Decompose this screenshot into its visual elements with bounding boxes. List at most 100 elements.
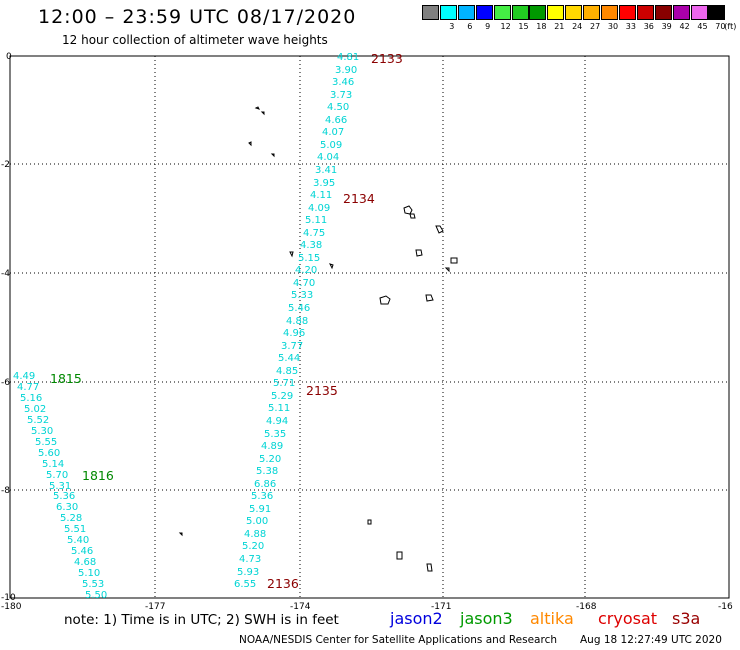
legend-swatch [583, 5, 601, 20]
swh-value: 4.70 [293, 278, 316, 289]
footer-note: note: 1) Time is in UTC; 2) SWH is in fe… [64, 612, 339, 628]
swh-value: 5.11 [305, 215, 328, 226]
island [425, 294, 434, 302]
swh-value: 5.02 [24, 404, 47, 415]
legend-label: 70 [715, 22, 726, 31]
swh-value: 4.07 [322, 127, 345, 138]
pass-time-label: 2135 [306, 383, 338, 398]
legend-label: 45 [697, 22, 708, 31]
swh-value: 4.11 [310, 190, 333, 201]
island [254, 106, 260, 110]
swh-value: 5.09 [320, 140, 343, 151]
island [396, 551, 403, 560]
pass-time-label: 2134 [343, 191, 375, 206]
swh-value: 5.30 [31, 426, 54, 437]
swh-value: 6.55 [234, 579, 257, 590]
swh-value: 5.38 [256, 466, 279, 477]
legend-swatch [475, 5, 493, 20]
swh-value: 5.15 [298, 253, 321, 264]
swh-value: 4.20 [295, 265, 318, 276]
swh-value: 5.10 [78, 568, 101, 579]
island [426, 563, 433, 572]
swh-value: 3.77 [281, 341, 304, 352]
generated-timestamp: Aug 18 12:27:49 UTC 2020 [580, 634, 722, 646]
swh-value: 4.85 [276, 366, 299, 377]
swh-value: 6.30 [56, 502, 79, 513]
swh-value: 5.00 [246, 516, 269, 527]
swh-value: 5.16 [20, 393, 43, 404]
credit-line: NOAA/NESDIS Center for Satellite Applica… [239, 634, 557, 646]
swh-value: 5.44 [278, 353, 301, 364]
swh-value: 5.71 [273, 378, 296, 389]
satellite-cryosat: cryosat [598, 609, 658, 628]
swh-value: 5.93 [237, 567, 260, 578]
legend-swatch [601, 5, 618, 20]
longitude-tick-label: -171 [431, 602, 452, 612]
island [409, 213, 416, 219]
legend-swatch [439, 5, 457, 20]
swh-value: 5.20 [259, 454, 282, 465]
island [379, 295, 391, 305]
longitude-tick-label: -16 [718, 602, 733, 612]
pass-time-label: 1816 [82, 468, 114, 483]
swh-value: 5.53 [82, 579, 105, 590]
legend-swatch [708, 5, 726, 20]
island-outlines [178, 106, 458, 572]
swh-value: 3.95 [313, 178, 336, 189]
longitude-tick-label: -168 [576, 602, 597, 612]
island [248, 141, 252, 147]
island [444, 267, 450, 273]
island [435, 225, 444, 234]
legend-label: 9 [485, 22, 491, 31]
legend-label: 39 [661, 22, 672, 31]
satellite-jason3: jason3 [460, 609, 513, 628]
longitude-tick-label: -177 [145, 602, 166, 612]
legend-swatch [672, 5, 690, 20]
chart-title: 12:00 – 23:59 UTC 08/17/2020 [38, 6, 357, 28]
legend-swatch [690, 5, 708, 20]
swh-value: 4.66 [325, 115, 348, 126]
swh-value: 3.46 [332, 77, 355, 88]
swh-value: 5.52 [27, 415, 50, 426]
swh-value: 4.38 [300, 240, 323, 251]
legend-swatch [547, 5, 565, 20]
map-grid [10, 56, 729, 598]
legend-label: 30 [607, 22, 619, 31]
swh-value: 5.55 [35, 437, 58, 448]
swh-value: 4.77 [17, 382, 40, 393]
swh-value: 3.90 [335, 65, 358, 76]
swh-value: 4.89 [261, 441, 284, 452]
latitude-tick-label: -4 [1, 269, 10, 279]
satellite-s3a: s3a [672, 609, 701, 628]
swh-value: 4.04 [317, 152, 340, 163]
pass-time-label: 2136 [267, 576, 299, 591]
island [289, 251, 294, 258]
pass-time-label: 1815 [50, 371, 82, 386]
satellite-altika: altika [530, 609, 574, 628]
swh-value: 5.91 [249, 504, 272, 515]
legend-swatch [422, 5, 439, 20]
swh-value: 5.20 [242, 541, 265, 552]
swh-value: 5.31 [49, 481, 72, 492]
swh-value: 5.11 [268, 403, 291, 414]
legend-label: 6 [467, 22, 473, 31]
latitude-tick-label: -10 [1, 593, 16, 603]
island [415, 249, 423, 257]
legend-swatch [529, 5, 547, 20]
swh-value: 4.88 [286, 316, 309, 327]
island [403, 205, 413, 215]
latitude-tick-label: 0 [6, 52, 12, 62]
swh-value: 6.86 [254, 479, 277, 490]
legend-swatch [618, 5, 636, 20]
swh-value: 5.28 [60, 513, 83, 524]
swh-value: 3.41 [315, 165, 338, 176]
legend-swatch [493, 5, 511, 20]
legend-label: 15 [518, 22, 529, 31]
legend-label: 42 [679, 22, 690, 31]
island [329, 263, 334, 270]
island [450, 257, 458, 264]
legend-unit: (ft) [724, 22, 737, 31]
legend-label: 21 [554, 22, 565, 31]
color-legend: 3 6 9 12 15 18 21 24 27 30 33 36 39 42 45 70 (ft) [422, 5, 736, 35]
